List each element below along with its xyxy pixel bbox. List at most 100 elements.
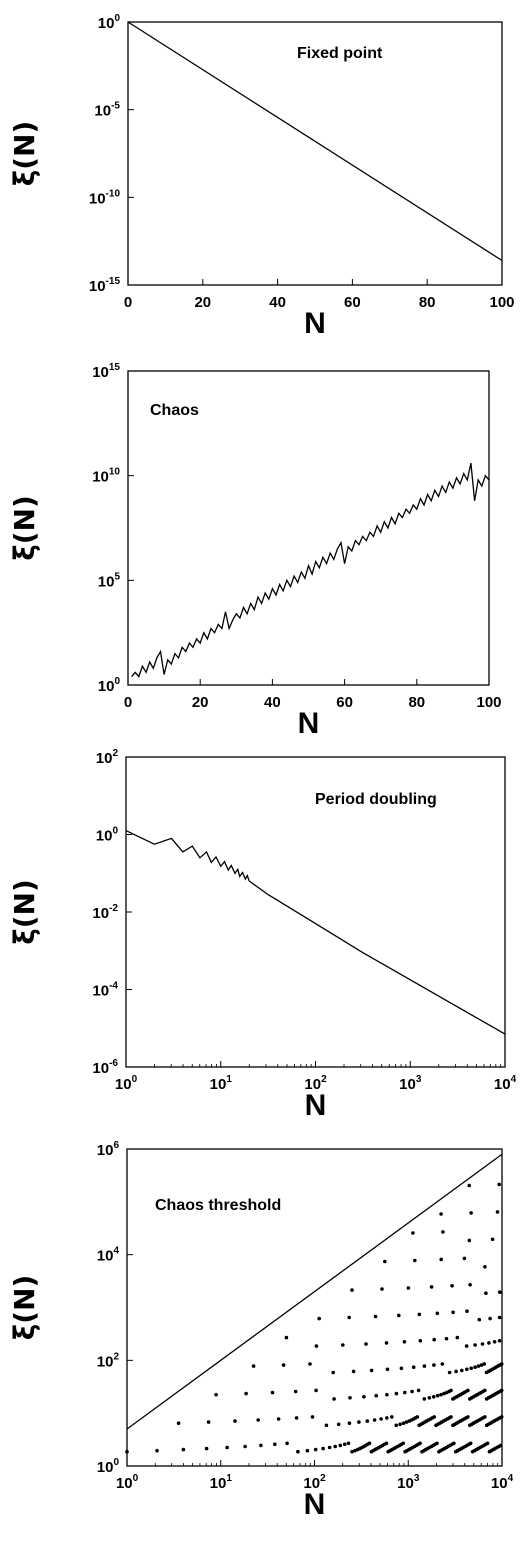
scatter-point [313,1447,318,1452]
scatter-point [497,1182,502,1187]
scatter-point [385,1416,389,1420]
scatter-point [492,1340,497,1344]
scatter-point [447,1370,452,1375]
scatter-point [482,1362,487,1366]
y-tick-label: 102 [96,748,119,767]
scatter-point [483,1265,487,1269]
scatter-point [341,1343,345,1347]
x-tick-label: 80 [419,294,436,311]
scatter-point [379,1417,383,1421]
panel-annotation: Chaos [150,402,199,419]
scatter-point [380,1287,384,1291]
scatter-point [397,1313,401,1318]
x-tick-label: 100 [476,694,501,711]
scatter-point [473,1343,477,1347]
scatter-point [310,1415,315,1419]
scatter-point [490,1237,495,1242]
scatter-point [469,1366,474,1371]
scatter-point [293,1389,298,1394]
scatter-point [417,1312,422,1317]
y-tick-label: 100 [97,1457,120,1476]
scatter-point [369,1368,374,1373]
x-tick-label: 60 [344,294,361,311]
scatter-point [357,1420,361,1424]
scatter-point [495,1210,500,1214]
scatter-point [497,1315,502,1320]
scatter-point [259,1443,263,1448]
scatter-point [347,1315,352,1320]
scatter-point [439,1392,443,1397]
scatter-point [294,1416,299,1420]
x-tick-label: 80 [408,694,425,711]
scatter-point [332,1397,336,1401]
scatter-point [498,1443,503,1448]
x-tick-label: 102 [304,1074,327,1093]
scatter-point [484,1291,488,1295]
scatter-point [364,1342,368,1346]
panel-annotation: Period doubling [315,791,437,808]
plot-frame [127,21,503,286]
x-tick-label: 103 [397,1473,420,1492]
scatter-point [385,1392,389,1397]
x-axis-label: N [305,1089,327,1122]
scatter-point [372,1418,377,1422]
x-tick-label: 0 [124,694,132,711]
scatter-point [429,1285,434,1289]
x-tick-label: 100 [115,1074,138,1093]
scatter-point [373,1314,378,1319]
y-axis-label: ξ(N) [8,495,41,561]
scatter-point [451,1310,455,1315]
scatter-point [251,1364,256,1368]
chart-panel-1: 0 20 40 60 80 100 10-15 10-10 10-5 100 Nξ(N) Fixed … [8,13,515,340]
y-tick-label: 104 [97,1246,120,1265]
scatter-point [487,1341,491,1345]
y-tick-label: 10-6 [92,1058,118,1077]
y-tick-label: 100 [98,676,121,695]
scatter-point [450,1284,454,1288]
scatter-point [410,1389,414,1394]
scatter-point [350,1449,354,1454]
scatter-point [415,1415,420,1419]
scatter-point [367,1441,372,1446]
scatter-point [206,1420,211,1424]
scatter-point [498,1290,502,1294]
scatter-point [455,1335,460,1340]
scatter-point [350,1288,354,1292]
y-tick-label: 10-5 [94,101,120,120]
y-axis-label: ξ(N) [8,879,41,945]
scatter-point [476,1364,481,1368]
scatter-point [314,1344,319,1348]
scatter-point [317,1316,322,1321]
scatter-point [444,1336,449,1341]
scatter-point [331,1370,336,1375]
scatter-point [411,1231,415,1235]
y-tick-label: 100 [96,826,119,845]
scatter-point [466,1415,470,1419]
scatter-point [362,1395,366,1399]
scatter-point [394,1391,399,1396]
scatter-point [464,1344,469,1348]
scatter-point [479,1363,484,1367]
scatter-point [435,1441,439,1446]
scatter-point [411,1365,416,1369]
x-tick-label: 102 [303,1473,326,1492]
scatter-point [477,1317,482,1322]
series-line [131,462,490,678]
scatter-point [314,1388,318,1393]
series-line [127,21,503,262]
x-tick-label: 20 [192,694,209,711]
scatter-point [324,1423,329,1428]
scatter-point [384,1341,389,1345]
scatter-point [413,1258,417,1263]
scatter-point [281,1363,286,1367]
scatter-point [467,1183,472,1188]
scatter-point [488,1316,492,1321]
scatter-point [480,1342,485,1346]
scatter-point [432,1337,437,1342]
scatter-point [440,1362,445,1366]
x-tick-label: 103 [399,1074,422,1093]
scatter-point [276,1417,281,1421]
y-tick-label: 1015 [92,362,120,381]
scatter-point [401,1421,406,1425]
